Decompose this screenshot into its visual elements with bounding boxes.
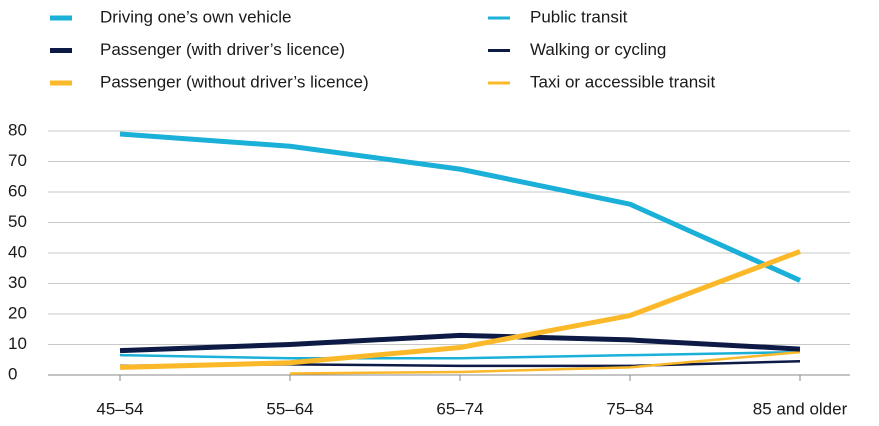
y-tick-label: 20 [8,303,27,322]
y-tick-label: 40 [8,242,27,261]
series-line [119,249,801,370]
x-tick-label: 55–64 [266,399,313,418]
y-tick-label: 0 [8,364,17,383]
legend-label: Public transit [530,7,628,26]
series-line [119,131,802,283]
y-tick-label: 10 [8,334,27,353]
y-tick-label: 80 [8,120,27,139]
y-tick-label: 70 [8,151,27,170]
series-line [119,332,801,354]
y-tick-label: 30 [8,273,27,292]
x-tick-label: 45–54 [96,399,143,418]
legend-label: Taxi or accessible transit [530,72,715,91]
x-tick-label: 75–84 [606,399,653,418]
y-tick-label: 50 [8,212,27,231]
series-line [119,350,801,360]
y-tick-label: 60 [8,181,27,200]
series-line [289,350,801,375]
legend-label: Passenger (with driver’s licence) [100,40,345,59]
legend-label: Walking or cycling [530,40,666,59]
x-tick-label: 85 and older [753,399,848,418]
legend-label: Driving one’s own vehicle [100,7,292,26]
x-tick-label: 65–74 [436,399,483,418]
legend-label: Passenger (without driver’s licence) [100,72,369,91]
